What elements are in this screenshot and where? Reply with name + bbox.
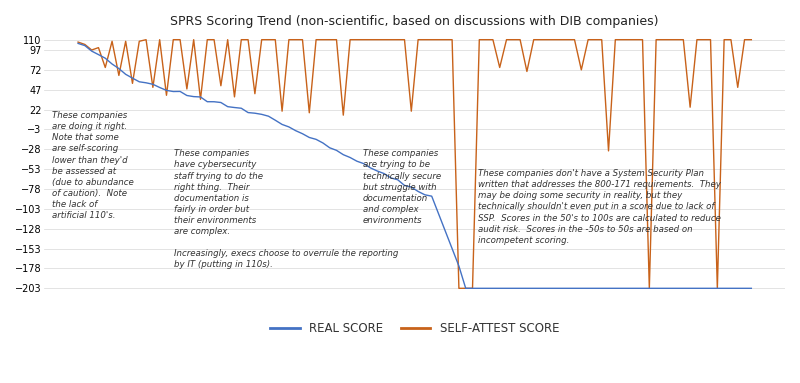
- Legend: REAL SCORE, SELF-ATTEST SCORE: REAL SCORE, SELF-ATTEST SCORE: [266, 317, 564, 340]
- Text: These companies
have cybersecurity
staff trying to do the
right thing.  Their
do: These companies have cybersecurity staff…: [174, 149, 263, 236]
- Text: These companies
are trying to be
technically secure
but struggle with
documentat: These companies are trying to be technic…: [363, 149, 441, 225]
- Text: Increasingly, execs choose to overrule the reporting
by IT (putting in 110s).: Increasingly, execs choose to overrule t…: [174, 249, 398, 269]
- Text: These companies don't have a System Security Plan
written that addresses the 800: These companies don't have a System Secu…: [478, 169, 721, 245]
- Title: SPRS Scoring Trend (non-scientific, based on discussions with DIB companies): SPRS Scoring Trend (non-scientific, base…: [170, 15, 659, 28]
- Text: These companies
are doing it right.
Note that some
are self-scoring
lower than t: These companies are doing it right. Note…: [52, 111, 134, 220]
